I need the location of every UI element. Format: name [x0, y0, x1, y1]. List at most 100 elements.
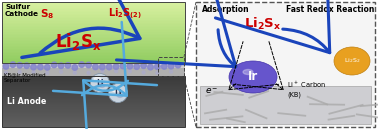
Circle shape [108, 83, 127, 103]
Bar [2, 6, 185, 8]
Bar [2, 91, 185, 93]
Bar [2, 40, 185, 42]
Circle shape [161, 64, 167, 69]
Circle shape [87, 71, 90, 74]
Bar [196, 2, 375, 127]
Bar [2, 2, 185, 3]
Circle shape [31, 64, 36, 70]
Bar [2, 86, 185, 87]
Circle shape [10, 62, 15, 67]
Circle shape [106, 64, 112, 70]
Circle shape [168, 63, 174, 69]
Bar [2, 52, 185, 54]
Bar [2, 21, 185, 23]
Bar [2, 83, 185, 85]
Bar [2, 107, 185, 109]
Bar [2, 17, 185, 19]
Bar [2, 105, 185, 107]
Bar [2, 55, 185, 57]
Bar [2, 38, 185, 40]
Bar [2, 116, 185, 118]
Text: Li$^+$ Carbon
(KB): Li$^+$ Carbon (KB) [287, 80, 326, 98]
Bar [2, 24, 185, 26]
Bar [2, 106, 185, 108]
Bar [2, 96, 185, 98]
Bar [2, 110, 185, 112]
Bar [2, 63, 185, 76]
Circle shape [37, 64, 43, 70]
Circle shape [134, 64, 139, 69]
Circle shape [72, 65, 77, 70]
Circle shape [93, 64, 98, 70]
Bar [2, 37, 185, 39]
Circle shape [175, 62, 181, 68]
Circle shape [3, 64, 9, 69]
Bar [2, 98, 185, 100]
Bar [2, 102, 185, 104]
Circle shape [73, 71, 76, 74]
Text: $\mathbf{S_8}$: $\mathbf{S_8}$ [40, 7, 54, 21]
Bar [2, 76, 185, 127]
Text: KB@Ir Modified
Separator: KB@Ir Modified Separator [4, 72, 46, 83]
Text: Adsorption: Adsorption [202, 5, 249, 14]
Circle shape [17, 63, 23, 68]
Bar [2, 61, 185, 63]
Circle shape [148, 64, 153, 70]
Text: $\mathbf{Li_2S_x}$: $\mathbf{Li_2S_x}$ [244, 16, 282, 32]
Circle shape [45, 64, 50, 70]
Bar [2, 123, 185, 124]
Bar [2, 46, 185, 48]
Circle shape [99, 64, 105, 70]
Circle shape [141, 63, 146, 68]
Circle shape [142, 71, 145, 74]
Bar [2, 124, 185, 126]
Bar [2, 75, 185, 77]
Circle shape [155, 64, 160, 69]
Bar [2, 5, 185, 7]
Text: Sulfur
Cathode: Sulfur Cathode [5, 4, 39, 17]
Bar [2, 18, 185, 20]
Bar [2, 12, 185, 14]
Ellipse shape [94, 77, 101, 82]
Ellipse shape [99, 84, 105, 87]
Bar [2, 78, 185, 80]
Circle shape [46, 71, 49, 74]
Ellipse shape [334, 47, 370, 75]
Bar [2, 30, 185, 33]
Circle shape [170, 70, 173, 73]
Circle shape [113, 64, 119, 69]
Bar [2, 90, 185, 91]
Bar [2, 56, 185, 58]
Bar [2, 44, 185, 46]
Bar [2, 9, 185, 11]
Ellipse shape [112, 87, 119, 92]
Circle shape [60, 70, 62, 73]
Circle shape [127, 63, 133, 69]
Bar [2, 121, 185, 123]
Circle shape [79, 62, 84, 67]
Bar [2, 125, 185, 127]
Bar [2, 115, 185, 117]
Bar [158, 57, 184, 76]
Circle shape [90, 74, 110, 92]
Circle shape [129, 70, 131, 73]
Bar [2, 92, 185, 94]
Text: Fast Redox Reaction: Fast Redox Reaction [286, 5, 374, 14]
Bar [2, 81, 185, 82]
Bar [2, 2, 185, 63]
Text: e$^-$: e$^-$ [205, 86, 218, 96]
Circle shape [101, 70, 104, 73]
Bar [2, 47, 185, 49]
Bar [2, 120, 185, 122]
Circle shape [58, 63, 64, 68]
Bar [2, 29, 185, 31]
Bar [2, 26, 185, 28]
Bar [2, 109, 185, 110]
Bar [2, 35, 185, 37]
Text: Li Anode: Li Anode [7, 96, 46, 106]
Bar [2, 8, 185, 10]
Bar [2, 101, 185, 103]
Text: $\mathrm{Li_2S_2}$: $\mathrm{Li_2S_2}$ [344, 57, 360, 65]
Bar [2, 100, 185, 102]
Bar [2, 84, 185, 86]
